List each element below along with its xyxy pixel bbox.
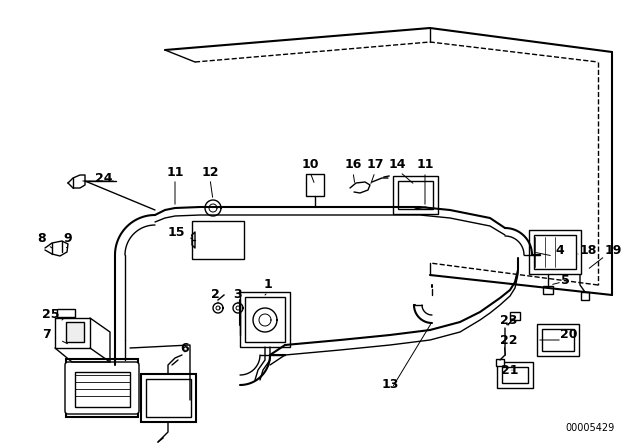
Bar (543, 286, 553, 294)
Bar (542, 329, 574, 351)
Bar (192, 221, 244, 259)
Text: 21: 21 (501, 363, 519, 376)
Bar (534, 235, 576, 269)
Text: 22: 22 (500, 333, 518, 346)
Bar (529, 230, 581, 274)
Text: 14: 14 (388, 159, 406, 172)
Text: 5: 5 (561, 273, 570, 287)
Text: 24: 24 (95, 172, 113, 185)
Text: 13: 13 (381, 379, 399, 392)
Bar (496, 359, 504, 366)
Text: 4: 4 (555, 244, 564, 257)
Text: 16: 16 (344, 159, 362, 172)
Bar (392, 176, 438, 214)
Text: 17: 17 (366, 159, 384, 172)
Bar (57, 309, 75, 317)
Bar (306, 174, 324, 196)
Bar (141, 374, 195, 422)
Text: 12: 12 (201, 165, 219, 178)
Bar (74, 372, 129, 408)
Text: 7: 7 (42, 328, 51, 341)
Bar (537, 324, 579, 356)
Bar (581, 292, 589, 300)
Bar (240, 293, 290, 348)
Bar (497, 362, 533, 388)
Bar (66, 322, 84, 342)
Text: 19: 19 (605, 244, 622, 257)
Text: 8: 8 (38, 232, 46, 245)
Text: 25: 25 (42, 309, 60, 322)
Text: 15: 15 (168, 225, 185, 238)
Text: 10: 10 (301, 159, 319, 172)
Text: 6: 6 (180, 341, 189, 354)
Text: 20: 20 (560, 328, 577, 341)
Bar (145, 379, 191, 417)
Text: 18: 18 (580, 244, 597, 257)
Text: 2: 2 (211, 289, 220, 302)
Text: 1: 1 (264, 279, 273, 292)
Bar (245, 297, 285, 343)
Text: 11: 11 (416, 159, 434, 172)
Text: 00005429: 00005429 (565, 423, 614, 433)
Text: 3: 3 (234, 289, 243, 302)
Bar (502, 367, 528, 383)
Text: 11: 11 (166, 165, 184, 178)
Bar (66, 359, 138, 417)
Text: 23: 23 (500, 314, 517, 327)
Text: 9: 9 (64, 232, 72, 245)
Bar (397, 181, 433, 209)
FancyBboxPatch shape (65, 362, 139, 414)
Bar (510, 312, 520, 320)
